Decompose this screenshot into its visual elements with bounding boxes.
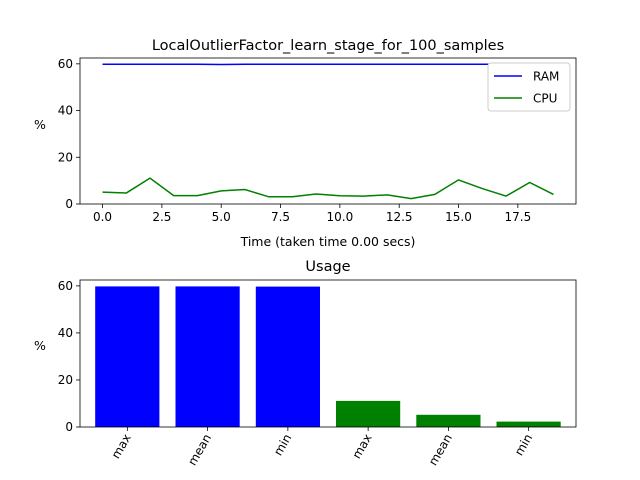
- line-plot-area: 0.0 2.5 5.0 7.5 10.0 12.5 15.0 17.5 0 20 40 60 RAM CP…: [58, 57, 577, 224]
- line-chart-ylabel: %: [34, 117, 46, 132]
- category-label-min: min: [512, 432, 535, 459]
- x-tick-label: 7.5: [271, 210, 290, 224]
- bar-chart-ylabel: %: [34, 338, 46, 353]
- bar-mean: [416, 414, 481, 427]
- y-tick-label: 60: [58, 279, 73, 293]
- y-tick-label: 60: [58, 57, 73, 71]
- bar-chart-title: Usage: [305, 259, 350, 275]
- bar-max: [95, 286, 160, 427]
- x-tick-label: 5.0: [212, 210, 231, 224]
- y-tick-label: 40: [58, 326, 73, 340]
- x-tick-label: 10.0: [327, 210, 354, 224]
- bar-min: [255, 286, 320, 427]
- bar-mean: [175, 286, 240, 427]
- x-tick-label: 2.5: [152, 210, 171, 224]
- legend-label-cpu: CPU: [533, 92, 557, 106]
- y-tick-label: 0: [65, 420, 73, 434]
- bar-min: [496, 421, 561, 427]
- y-tick-label: 0: [65, 197, 73, 211]
- x-tick-label: 12.5: [386, 210, 413, 224]
- line-chart-title: LocalOutlierFactor_learn_stage_for_100_s…: [152, 38, 504, 54]
- x-tick-label: 0.0: [93, 210, 112, 224]
- category-label-mean: mean: [185, 432, 214, 468]
- category-label-max: max: [350, 432, 375, 462]
- bar-chart: Usage max mean min max mean min 0 20 40 60 %: [34, 259, 577, 468]
- y-tick-label: 40: [58, 104, 73, 118]
- line-chart: LocalOutlierFactor_learn_stage_for_100_s…: [34, 38, 577, 249]
- bar-plot-area: max mean min max mean min 0 20 40 60: [58, 279, 577, 468]
- bar-max: [336, 400, 401, 427]
- category-label-mean: mean: [426, 432, 455, 468]
- category-label-max: max: [109, 432, 134, 462]
- y-tick-label: 20: [58, 150, 73, 164]
- category-label-min: min: [271, 432, 294, 459]
- y-tick-label: 20: [58, 373, 73, 387]
- line-plot-frame: [79, 57, 577, 205]
- legend: RAM CPU: [487, 62, 571, 112]
- series-line-cpu: [102, 177, 554, 200]
- legend-label-ram: RAM: [533, 70, 559, 84]
- x-tick-label: 15.0: [445, 210, 472, 224]
- legend-box: [487, 62, 571, 112]
- bar-plot-frame: [79, 279, 577, 428]
- x-tick-label: 17.5: [504, 210, 531, 224]
- line-chart-xlabel: Time (taken time 0.00 secs): [240, 234, 416, 249]
